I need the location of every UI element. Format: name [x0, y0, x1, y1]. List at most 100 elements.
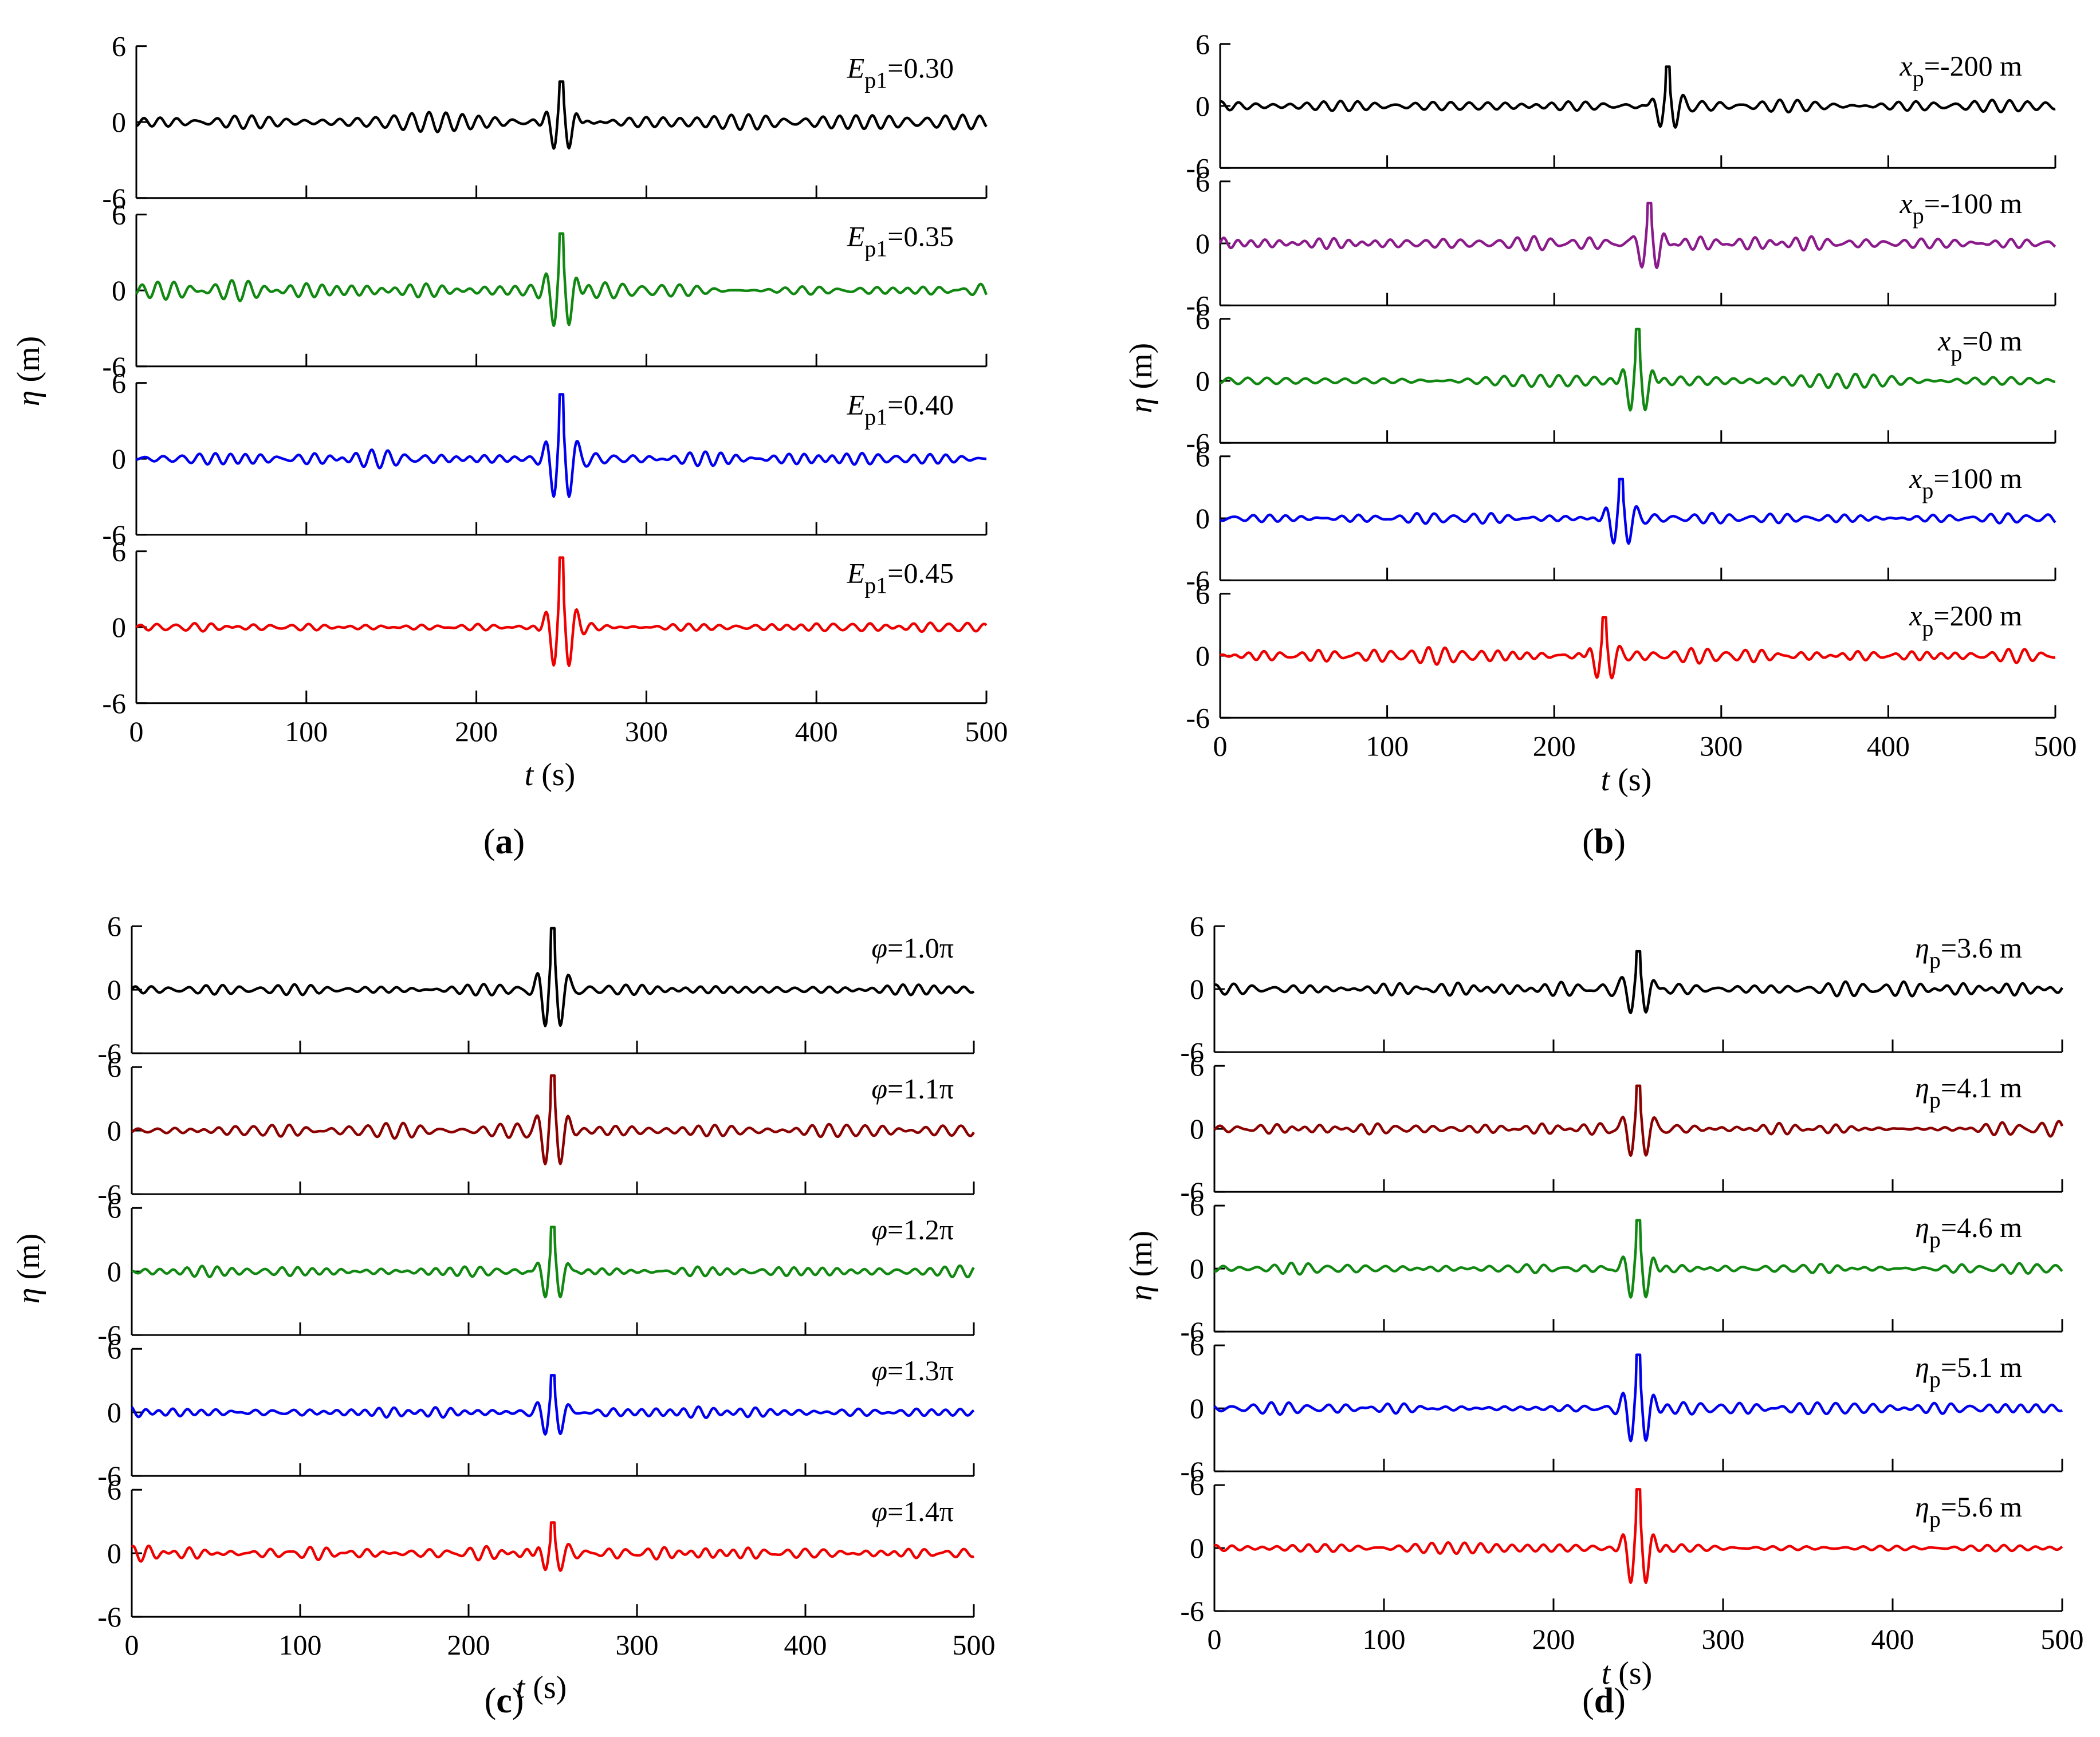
y-tick-label: 6 [112, 199, 126, 231]
y-axis-unit: (m) [11, 336, 46, 391]
subplot: 6 0 -6 Ep1=0.45 [102, 535, 988, 719]
annotation-value: =1.2π [887, 1214, 954, 1246]
annotation-value: =200 m [1933, 600, 2022, 632]
y-tick-label: 0 [1195, 227, 1210, 259]
subplot: 6 0 -6 Ep1=0.35 [102, 199, 988, 383]
x-tick-label: 300 [1702, 1623, 1745, 1655]
x-tick-label: 400 [1871, 1623, 1914, 1655]
annotation-symbol: η [1915, 1072, 1929, 1104]
series-annotation: ηp=5.6 m [1915, 1491, 2022, 1532]
x-tick-label: 0 [1213, 730, 1228, 762]
panel-label-letter: d [1594, 1681, 1614, 1720]
subplot: 6 0 -6 ηp=3.6 m [1180, 910, 2063, 1068]
y-tick-label: -6 [1186, 289, 1210, 321]
y-tick-label: 6 [1190, 1189, 1204, 1222]
x-tick-label: 300 [616, 1629, 659, 1661]
x-tick-label: 500 [2034, 730, 2077, 762]
annotation-value: =1.1π [887, 1073, 954, 1105]
y-tick-label: -6 [97, 1601, 121, 1633]
y-tick-label: 0 [1190, 1532, 1204, 1564]
annotation-subscript: p [1929, 1506, 1941, 1532]
annotation-value: =1.3π [887, 1354, 954, 1387]
annotation-symbol: x [1900, 50, 1913, 82]
annotation-value: =0.40 [887, 389, 954, 421]
series-annotation: ηp=4.1 m [1915, 1072, 2022, 1113]
y-tick-label: 0 [112, 611, 126, 643]
y-tick-label: 0 [1190, 1252, 1204, 1285]
y-tick-label: 0 [1190, 1392, 1204, 1424]
y-axis-unit: (m) [1123, 343, 1159, 397]
panel-label: (b) [1582, 822, 1626, 861]
y-tick-label: 6 [107, 1051, 121, 1083]
y-tick-label: -6 [97, 1460, 121, 1492]
x-axis-title: t (s) [516, 1670, 567, 1706]
y-tick-label: 0 [112, 274, 126, 306]
y-axis-symbol: η [11, 391, 46, 407]
series-line [1214, 1488, 2063, 1584]
annotation-symbol: φ [871, 932, 887, 964]
panel-label: (c) [485, 1681, 524, 1720]
subplot: 6 0 -6 xp=-100 m [1186, 166, 2056, 321]
panel-label-close: ) [1614, 822, 1626, 861]
y-tick-label: 0 [1190, 1113, 1204, 1145]
y-tick-label: -6 [97, 1319, 121, 1351]
series-annotation: φ=1.0π [871, 932, 954, 964]
series-line [135, 556, 988, 667]
y-tick-label: 0 [1195, 640, 1210, 672]
series-annotation: Ep1=0.40 [847, 389, 954, 430]
panel-label-open: ( [485, 1681, 497, 1720]
y-tick-label: 6 [107, 1192, 121, 1224]
x-tick-label: 400 [1867, 730, 1910, 762]
x-axis-unit: (s) [1610, 762, 1651, 798]
x-tick-label: 100 [285, 715, 328, 747]
annotation-value: =4.6 m [1941, 1211, 2022, 1243]
y-tick-label: 0 [107, 974, 121, 1006]
subplot: 6 0 -6 φ=1.3π [97, 1333, 975, 1492]
y-axis-unit: (m) [1123, 1231, 1159, 1285]
panel-label-close: ) [1614, 1681, 1626, 1720]
subplot: 6 0 -6 xp=0 m [1186, 303, 2056, 459]
y-tick-label: 0 [107, 1114, 121, 1147]
y-tick-label: -6 [97, 1037, 121, 1069]
annotation-subscript: p1 [864, 236, 887, 262]
x-tick-label: 200 [455, 715, 498, 747]
series-annotation: φ=1.1π [871, 1073, 954, 1105]
series-annotation: xp=-100 m [1900, 187, 2023, 229]
y-axis-title: η (m) [11, 336, 46, 407]
annotation-symbol: E [847, 557, 865, 589]
annotation-value: =0.45 [887, 557, 954, 589]
x-tick-label: 200 [1532, 1623, 1575, 1655]
series-line [131, 1374, 975, 1436]
annotation-subscript: p [1929, 1087, 1941, 1113]
x-tick-label: 300 [1700, 730, 1743, 762]
x-tick-label: 300 [625, 715, 668, 747]
y-tick-label: -6 [102, 350, 126, 383]
panel-b: 60-6xp=-200 m60-6xp=-100 m60-6xp=0 m60-6… [1123, 28, 2077, 861]
y-tick-label: -6 [1186, 564, 1210, 596]
annotation-symbol: φ [871, 1073, 887, 1105]
y-axis-title: η (m) [1123, 1231, 1159, 1301]
panel-label-open: ( [1582, 822, 1594, 861]
x-tick-label: 400 [784, 1629, 827, 1661]
series-annotation: ηp=3.6 m [1915, 932, 2022, 973]
panel-label: (a) [483, 822, 525, 861]
subplot: 6 0 -6 xp=100 m [1186, 440, 2056, 596]
series-annotation: ηp=5.1 m [1915, 1351, 2022, 1392]
x-tick-label: 100 [1366, 730, 1409, 762]
annotation-value: =3.6 m [1941, 932, 2022, 964]
panel-c: 60-6φ=1.0π60-6φ=1.1π60-6φ=1.2π60-6φ=1.3π… [11, 910, 996, 1720]
annotation-symbol: E [847, 389, 865, 421]
annotation-symbol: x [1909, 462, 1922, 494]
panel-a: 60-6Ep1=0.3060-6Ep1=0.3560-6Ep1=0.4060-6… [11, 30, 1008, 861]
subplot: 6 0 -6 φ=1.1π [97, 1051, 975, 1210]
x-axis-title: t (s) [1601, 762, 1652, 798]
y-tick-label: 6 [1195, 303, 1210, 335]
y-tick-label: -6 [102, 519, 126, 551]
y-axis-symbol: η [11, 1288, 46, 1304]
panel-label-close: ) [512, 1681, 524, 1720]
y-tick-label: -6 [1180, 1176, 1204, 1208]
y-tick-label: 6 [1195, 28, 1210, 60]
annotation-symbol: E [847, 220, 865, 253]
series-line [1214, 950, 2063, 1014]
series-line [135, 232, 988, 328]
